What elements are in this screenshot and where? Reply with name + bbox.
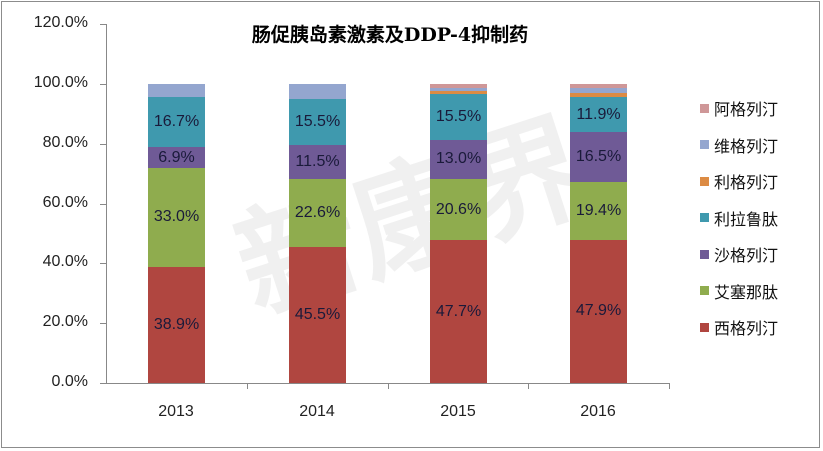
- y-tick-label: 40.0%: [42, 253, 88, 271]
- y-tick-label: 80.0%: [42, 133, 88, 151]
- y-tick-mark: [100, 323, 106, 325]
- legend-label: 维格列汀: [714, 136, 779, 156]
- bar-segment: [570, 92, 627, 97]
- legend-label: 利拉鲁肽: [714, 209, 779, 229]
- bar-segment: 13.0%: [430, 139, 487, 179]
- legend-item: 利格列汀: [700, 171, 820, 192]
- data-label: 16.5%: [575, 148, 622, 166]
- data-label: 47.9%: [575, 302, 622, 320]
- legend-item: 阿格列汀: [700, 98, 820, 119]
- legend-item: 艾塞那肽: [700, 281, 820, 302]
- bar-segment: 11.5%: [289, 144, 346, 180]
- bar-segment: 15.5%: [289, 98, 346, 145]
- legend-label: 利格列汀: [714, 173, 779, 192]
- bar-segment: 6.9%: [148, 147, 205, 168]
- bar-segment: [148, 84, 205, 98]
- x-tick-mark: [669, 383, 670, 389]
- data-label: 16.7%: [153, 113, 200, 131]
- legend-label: 沙格列汀: [714, 246, 779, 265]
- bar-segment: [570, 84, 627, 89]
- bar-segment: 19.4%: [570, 181, 627, 240]
- data-label: 13.0%: [435, 150, 482, 168]
- bar-segment: 33.0%: [148, 168, 205, 267]
- chart-title: 肠促胰岛素激素及DDP-4抑制药: [251, 24, 529, 46]
- data-label: 19.4%: [575, 201, 622, 219]
- legend-swatch-icon: [700, 322, 709, 332]
- bar-segment: [430, 87, 487, 91]
- x-tick-label: 2015: [440, 403, 476, 420]
- legend-label: 艾塞那肽: [714, 282, 779, 302]
- bar-segment: 16.5%: [570, 132, 627, 182]
- legend-swatch-icon: [700, 140, 709, 149]
- legend-swatch-icon: [700, 213, 709, 222]
- bar-2016: 47.9% 19.4% 16.5% 11.9%: [570, 0, 627, 451]
- x-tick-label: 2013: [158, 403, 194, 420]
- bar-segment: [570, 88, 627, 93]
- data-label: 33.0%: [153, 208, 200, 226]
- legend-item: 西格列汀: [700, 317, 820, 338]
- x-tick-mark: [387, 383, 389, 389]
- legend-label: 西格列汀: [714, 319, 779, 338]
- y-tick-label: 20.0%: [42, 313, 88, 331]
- data-label: 11.9%: [576, 105, 621, 123]
- bar-segment: 47.7%: [430, 240, 487, 383]
- y-tick-label: 120.0%: [33, 14, 88, 32]
- y-tick-label: 60.0%: [42, 193, 88, 211]
- data-label: 11.5%: [295, 153, 340, 171]
- legend-label: 阿格列汀: [714, 100, 779, 119]
- y-tick-mark: [100, 263, 106, 265]
- y-tick-mark: [100, 203, 106, 205]
- bar-segment: 22.6%: [289, 179, 346, 247]
- bar-segment: [430, 90, 487, 94]
- y-tick-mark: [100, 143, 106, 145]
- bar-segment: 45.5%: [289, 246, 346, 383]
- bar-2014: 45.5% 22.6% 11.5% 15.5%: [289, 0, 346, 451]
- data-label: 38.9%: [153, 315, 200, 333]
- y-axis-line: [106, 24, 107, 384]
- bar-segment: 47.9%: [570, 239, 627, 383]
- legend-item: 沙格列汀: [700, 244, 820, 265]
- bar-2015: 47.7% 20.6% 13.0% 15.5%: [430, 0, 487, 451]
- legend-swatch-icon: [700, 176, 709, 186]
- data-label: 15.5%: [435, 107, 482, 125]
- x-tick-mark: [528, 383, 530, 389]
- legend-swatch-icon: [700, 286, 709, 295]
- data-label: 45.5%: [294, 305, 341, 323]
- data-label: 15.5%: [294, 112, 341, 130]
- bar-segment: 16.7%: [148, 97, 205, 148]
- y-tick-mark: [100, 24, 106, 26]
- legend-swatch-icon: [700, 249, 709, 259]
- bar-segment: 38.9%: [148, 266, 205, 383]
- bar-segment: [289, 84, 346, 99]
- data-label: 47.7%: [435, 302, 482, 320]
- y-tick-label: 100.0%: [33, 74, 88, 91]
- x-tick-label: 2014: [299, 403, 335, 420]
- bar-segment: 11.9%: [570, 96, 627, 133]
- y-tick-mark: [100, 84, 106, 85]
- y-tick-mark: [100, 383, 106, 384]
- data-label: 20.6%: [435, 200, 482, 218]
- x-tick-mark: [246, 383, 248, 389]
- y-tick-label: 0.0%: [51, 373, 88, 390]
- bar-segment: 20.6%: [430, 178, 487, 241]
- legend-item: 利拉鲁肽: [700, 208, 820, 229]
- data-label: 22.6%: [294, 204, 341, 222]
- bar-segment: [430, 84, 487, 88]
- bar-segment: 15.5%: [430, 93, 487, 140]
- legend-swatch-icon: [700, 103, 709, 113]
- data-label: 6.9%: [158, 148, 195, 166]
- bar-2013: 38.9% 33.0% 6.9% 16.7%: [148, 0, 205, 451]
- legend-item: 维格列汀: [700, 135, 820, 156]
- x-tick-label: 2016: [580, 403, 616, 420]
